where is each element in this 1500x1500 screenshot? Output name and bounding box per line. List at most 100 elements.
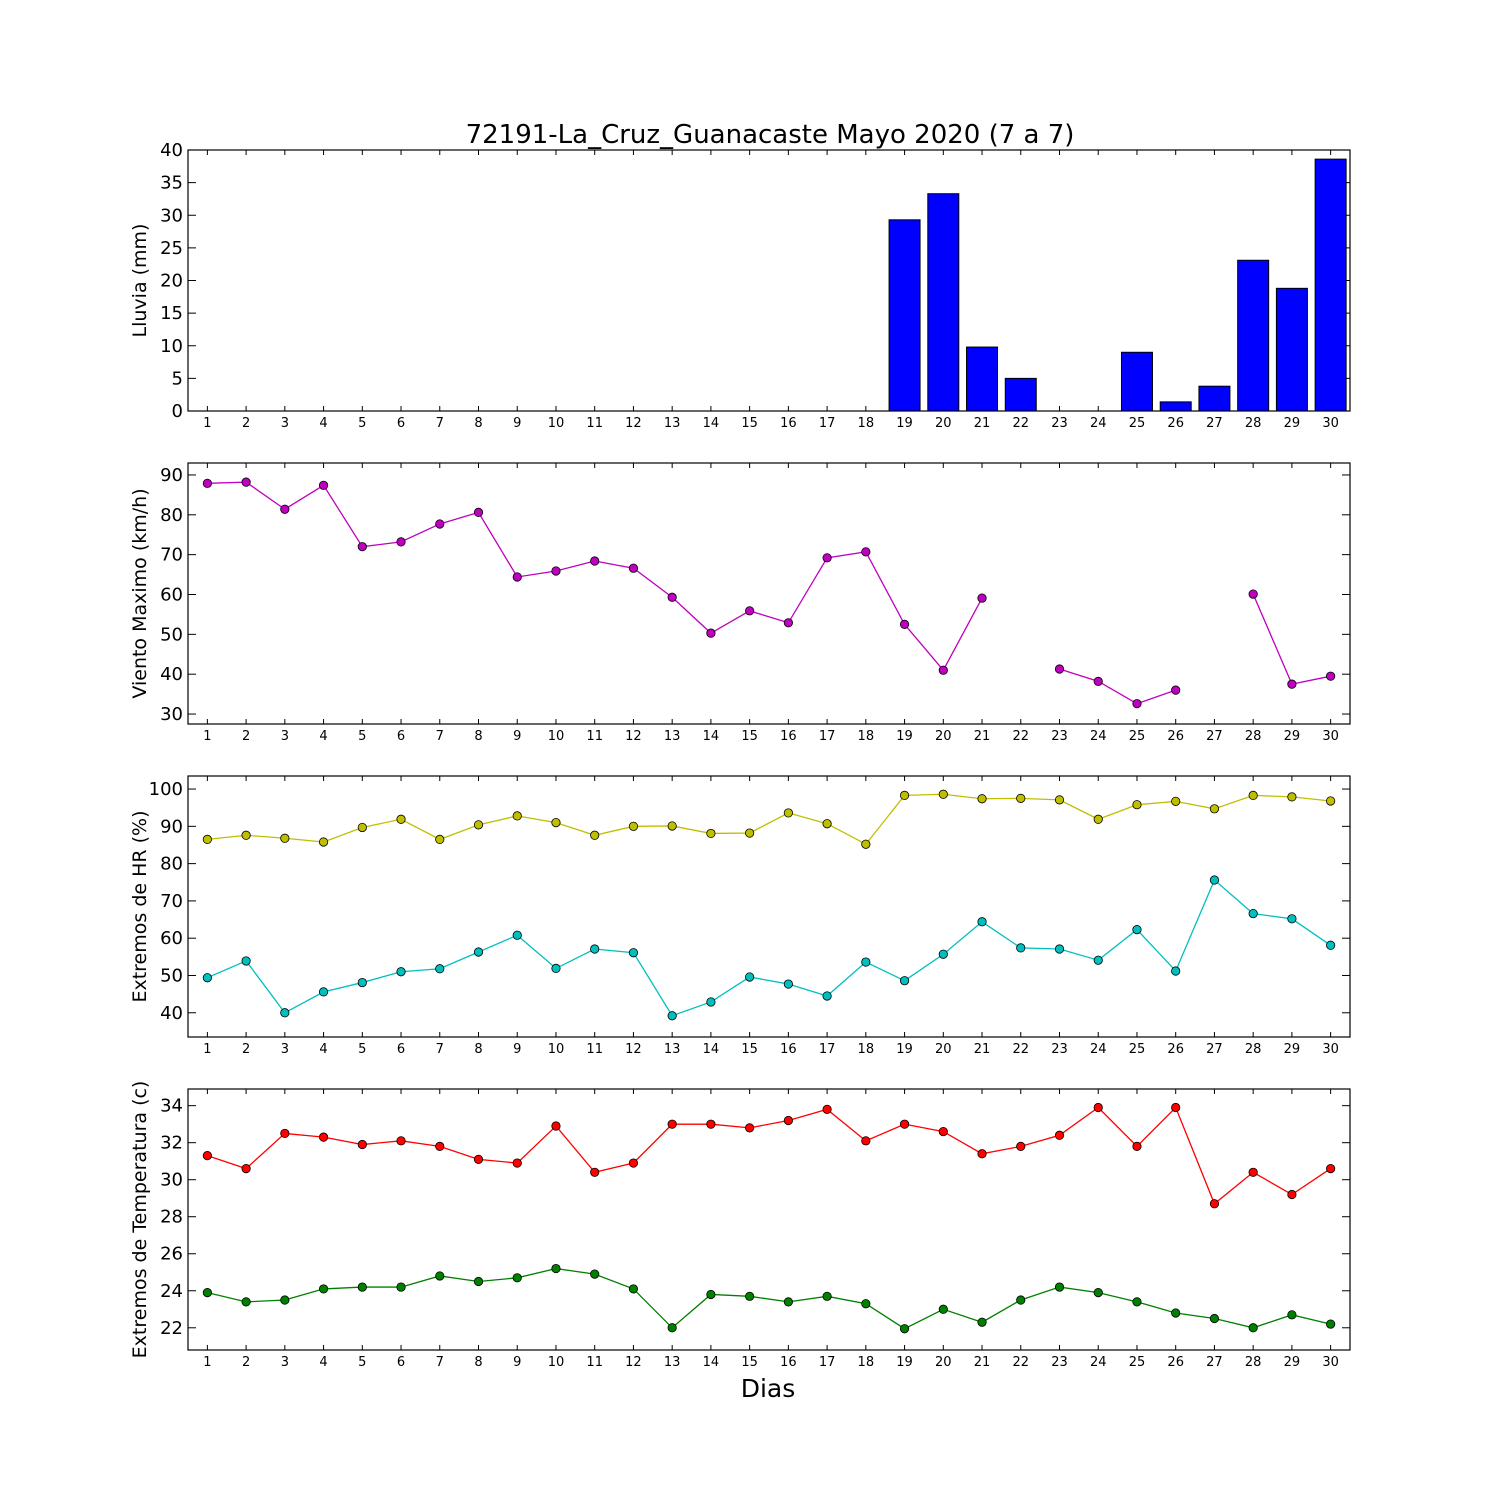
humidity-series-0-point (783, 808, 793, 818)
temperature-series-0-point (783, 1115, 793, 1126)
wind-x-tick-label: 20 (935, 729, 952, 744)
rain-x-tick-label: 1 (203, 416, 211, 431)
temperature-series-0-point (1209, 1199, 1220, 1209)
rain-x-tick-label: 27 (1206, 416, 1223, 431)
temperature-x-tick-label: 3 (281, 1355, 289, 1370)
temperature-series-0-point (435, 1141, 445, 1151)
rain-bar (1198, 385, 1231, 412)
temperature-series-1-point (1287, 1310, 1297, 1320)
rain-bar (1275, 287, 1308, 412)
humidity-x-tick-label: 28 (1245, 1042, 1262, 1057)
temperature-x-tick-label: 6 (397, 1355, 405, 1370)
temperature-series-0-point (1287, 1189, 1297, 1200)
rain-x-tick-label: 21 (974, 416, 991, 431)
temperature-series-1-point (706, 1289, 716, 1300)
temperature-series-0-point (822, 1104, 832, 1114)
temperature-series-1-point (1209, 1313, 1220, 1324)
humidity-series-0-point (1248, 790, 1258, 800)
wind-x-tick-label: 11 (586, 729, 603, 744)
wind-x-tick-label: 6 (397, 729, 405, 744)
humidity-series-0-point (435, 834, 445, 844)
rain-bar (1159, 401, 1192, 412)
wind-x-tick-label: 14 (703, 729, 720, 744)
humidity-series-0-line (207, 793, 1331, 846)
wind-series-0-point (938, 665, 948, 675)
wind-x-tick-label: 21 (974, 729, 991, 744)
humidity-x-tick-label: 6 (397, 1042, 405, 1057)
wind-x-tick-label: 4 (319, 729, 327, 744)
temperature-series-0-point (1054, 1130, 1065, 1140)
rain-x-tick-label: 12 (625, 416, 642, 431)
humidity-x-tick-label: 21 (974, 1042, 991, 1057)
rain-y-tick-label: 5 (172, 368, 183, 389)
temperature-series-1-point (202, 1288, 212, 1298)
temperature-series-1-point (318, 1284, 329, 1294)
humidity-series-1-point (706, 997, 716, 1007)
rain-x-tick-label: 28 (1245, 416, 1262, 431)
humidity-series-1-point (783, 979, 793, 989)
rain-panel: 1 2 3 4 5 6 7 8 9 10 11 12 13 14 15 16 17 18 19 20 21 22 23 24 2… (129, 140, 1351, 431)
temperature-series-0-point (202, 1151, 212, 1161)
wind-series-0-point (1248, 589, 1258, 599)
humidity-series-0-point (512, 811, 522, 821)
humidity-x-tick-label: 2 (242, 1042, 250, 1057)
humidity-series-0-point (241, 830, 251, 840)
temperature-series-1-point (241, 1297, 251, 1307)
temperature-series-1-point (1132, 1297, 1142, 1307)
temperature-y-tick-label: 26 (160, 1244, 183, 1265)
temperature-series-1-point (783, 1297, 793, 1307)
wind-x-tick-label: 3 (281, 729, 289, 744)
humidity-x-tick-label: 19 (896, 1042, 913, 1057)
temperature-series-1-point (938, 1304, 948, 1314)
temperature-x-tick-label: 14 (703, 1355, 720, 1370)
temperature-series-0-point (551, 1121, 561, 1131)
humidity-y-tick-label: 80 (160, 854, 183, 875)
wind-series-0-point (590, 556, 600, 566)
wind-series-0-point (977, 593, 987, 603)
humidity-series-0-point (590, 830, 600, 840)
wind-y-tick-label: 30 (160, 704, 183, 725)
wind-x-tick-label: 19 (896, 729, 913, 744)
humidity-series-0-point (396, 814, 406, 824)
wind-x-tick-label: 26 (1167, 729, 1184, 744)
temperature-series-0-point (1171, 1102, 1181, 1113)
rain-x-tick-label: 6 (397, 416, 405, 431)
rain-bar (966, 346, 999, 412)
humidity-series-1-point (1171, 966, 1181, 976)
humidity-series-1-point (822, 991, 832, 1001)
temperature-x-tick-label: 2 (242, 1355, 250, 1370)
humidity-x-tick-label: 3 (281, 1042, 289, 1057)
humidity-series-0-point (938, 789, 948, 799)
humidity-series-1-point (551, 963, 561, 973)
temperature-x-tick-label: 8 (474, 1355, 482, 1370)
temperature-series-0-point (473, 1154, 484, 1164)
temperature-x-tick-label: 4 (319, 1355, 327, 1370)
humidity-x-tick-label: 5 (358, 1042, 366, 1057)
wind-x-tick-label: 24 (1090, 729, 1107, 744)
humidity-series-1-point (357, 977, 367, 988)
temperature-y-tick-label: 34 (160, 1096, 183, 1117)
temperature-series-1-line (207, 1267, 1331, 1330)
humidity-x-tick-label: 26 (1167, 1042, 1184, 1057)
humidity-axes-frame (187, 775, 1351, 1038)
humidity-series-0-point (899, 790, 910, 800)
temperature-x-tick-label: 21 (974, 1355, 991, 1370)
humidity-series-1-point (1054, 944, 1065, 954)
wind-x-tick-label: 16 (780, 729, 797, 744)
rain-y-tick-label: 35 (160, 173, 183, 194)
temperature-series-1-point (745, 1291, 755, 1301)
rain-y-tick-label: 15 (160, 303, 183, 324)
rain-x-tick-label: 26 (1167, 416, 1184, 431)
humidity-series-1-point (1248, 908, 1258, 919)
humidity-series-0-point (1171, 796, 1181, 806)
humidity-series-0-point (318, 837, 329, 847)
humidity-series-1-point (1326, 940, 1336, 950)
humidity-series-0-point (977, 794, 987, 804)
humidity-series-0-point (473, 820, 484, 830)
temperature-series-1-point (551, 1263, 561, 1274)
wind-series-0-point (1287, 679, 1297, 689)
temperature-x-tick-label: 20 (935, 1355, 952, 1370)
humidity-series-1-point (435, 964, 445, 974)
wind-x-tick-label: 12 (625, 729, 642, 744)
humidity-series-1-point (628, 948, 639, 958)
